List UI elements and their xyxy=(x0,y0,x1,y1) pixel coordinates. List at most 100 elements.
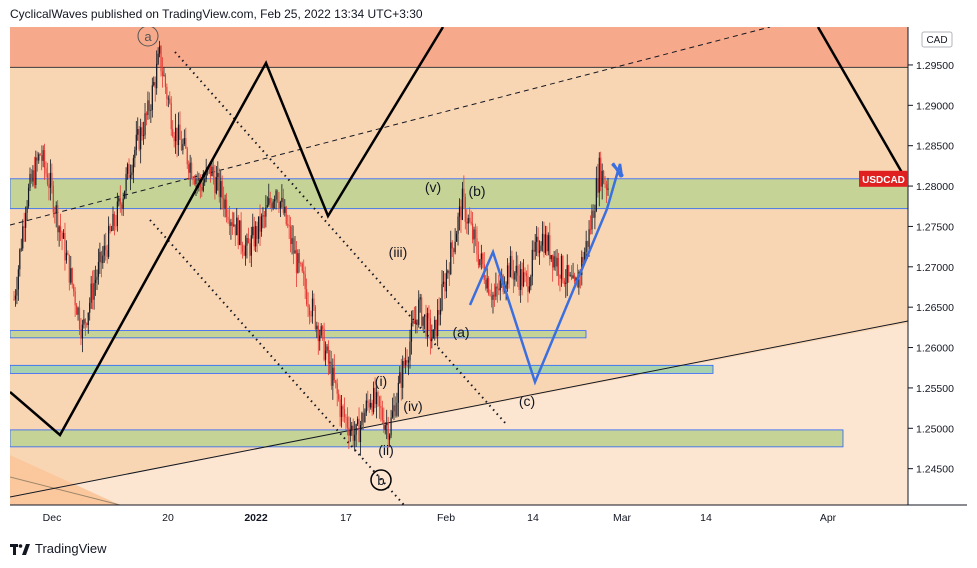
time-axis[interactable]: Dec 20 2022 17 Feb 14 Mar 14 Apr xyxy=(10,504,967,527)
candle xyxy=(455,230,458,242)
candle xyxy=(105,232,107,261)
wave-label[interactable]: (iv) xyxy=(403,398,422,414)
candle xyxy=(27,183,30,209)
zone-green-2[interactable] xyxy=(9,330,587,339)
candle xyxy=(466,209,468,234)
candle xyxy=(39,152,41,156)
candle xyxy=(271,197,273,212)
currency-badge[interactable] xyxy=(921,31,953,48)
candle xyxy=(349,417,351,442)
candle xyxy=(589,215,592,235)
candle xyxy=(76,302,78,315)
candle xyxy=(83,309,85,329)
candle xyxy=(185,127,187,149)
last-price-badge[interactable] xyxy=(859,170,908,187)
candle xyxy=(329,350,331,374)
candle xyxy=(317,322,319,355)
candle xyxy=(592,204,595,218)
candle xyxy=(57,199,59,241)
candle xyxy=(42,145,44,168)
candle xyxy=(106,244,108,264)
candle xyxy=(80,318,82,346)
candle xyxy=(359,420,362,456)
chart-container[interactable]: a b (v) (b) (iii) (a) (i) (iv) (ii) (c) CAD 1.245… xyxy=(9,25,967,527)
candle xyxy=(151,77,153,118)
candle xyxy=(147,91,149,120)
wave-label[interactable]: (a) xyxy=(452,324,469,340)
wave-label[interactable]: (iii) xyxy=(389,244,408,260)
candle xyxy=(234,224,236,247)
candle xyxy=(457,212,459,246)
candle xyxy=(64,222,66,271)
wave-label[interactable]: b xyxy=(377,473,384,488)
candle xyxy=(389,433,391,447)
wave-label[interactable]: (b) xyxy=(468,183,485,199)
upper-dashed-trendline[interactable] xyxy=(9,26,771,226)
black-wave-right[interactable] xyxy=(816,26,910,184)
candle xyxy=(225,193,228,223)
candle xyxy=(479,259,481,268)
candle xyxy=(240,212,242,255)
candle xyxy=(409,329,411,369)
candle xyxy=(482,252,484,269)
candle xyxy=(534,233,536,260)
zone-teal-3[interactable] xyxy=(9,364,714,374)
candle xyxy=(415,306,417,334)
wave-label[interactable]: (i) xyxy=(375,373,387,389)
wave-label[interactable]: a xyxy=(144,29,152,44)
candle xyxy=(572,262,574,279)
chart-svg[interactable]: a b (v) (b) (iii) (a) (i) (iv) (ii) (c) CAD 1.245… xyxy=(9,25,967,527)
candle xyxy=(560,253,563,287)
candle xyxy=(480,244,482,270)
candle xyxy=(405,347,407,374)
candle xyxy=(368,399,370,413)
candle xyxy=(179,111,181,140)
candle xyxy=(308,304,311,325)
dotted-channel-upper[interactable] xyxy=(174,51,508,426)
wave-label[interactable]: (ii) xyxy=(378,442,394,458)
candle xyxy=(172,120,174,138)
candle xyxy=(115,215,117,231)
wave-labels-layer: a b (v) (b) (iii) (a) (i) (iv) (ii) (c) xyxy=(137,25,535,491)
candle xyxy=(186,146,188,169)
price-axis[interactable]: CAD 1.24500 1.25000 1.25500 1.26000 1.26500 1… xyxy=(859,27,967,505)
candle xyxy=(160,45,162,77)
price-tick-label: 1.26500 xyxy=(916,302,954,314)
candle xyxy=(220,171,222,210)
candle xyxy=(177,112,180,156)
lower-trendline[interactable] xyxy=(9,320,909,498)
zone-green-1[interactable] xyxy=(9,178,909,210)
candle xyxy=(14,289,17,307)
black-wave-path[interactable] xyxy=(9,26,445,437)
candle xyxy=(287,214,289,229)
candle xyxy=(145,111,148,126)
candle xyxy=(268,183,270,207)
candle xyxy=(164,73,167,95)
candle xyxy=(467,214,469,235)
candle xyxy=(29,167,31,192)
tradingview-logo-icon xyxy=(10,543,30,555)
candle xyxy=(447,269,449,279)
candle xyxy=(498,274,500,296)
candle xyxy=(134,146,136,168)
candle xyxy=(604,175,606,189)
candle xyxy=(515,251,517,282)
zone-green-4[interactable] xyxy=(9,429,844,448)
candle xyxy=(364,408,366,423)
candle xyxy=(400,358,402,401)
candle xyxy=(380,395,382,422)
candle xyxy=(585,230,587,259)
candle xyxy=(300,261,302,267)
candle xyxy=(338,389,340,402)
candle xyxy=(522,259,525,288)
candle xyxy=(361,411,363,430)
candle xyxy=(265,195,267,228)
candle xyxy=(70,255,72,285)
wave-label[interactable]: (v) xyxy=(425,179,441,195)
time-tick-label: 14 xyxy=(700,512,712,524)
candle xyxy=(554,250,557,271)
candle xyxy=(84,318,86,337)
candle xyxy=(373,381,375,415)
candle xyxy=(546,226,548,256)
wave-label[interactable]: (c) xyxy=(519,393,535,409)
